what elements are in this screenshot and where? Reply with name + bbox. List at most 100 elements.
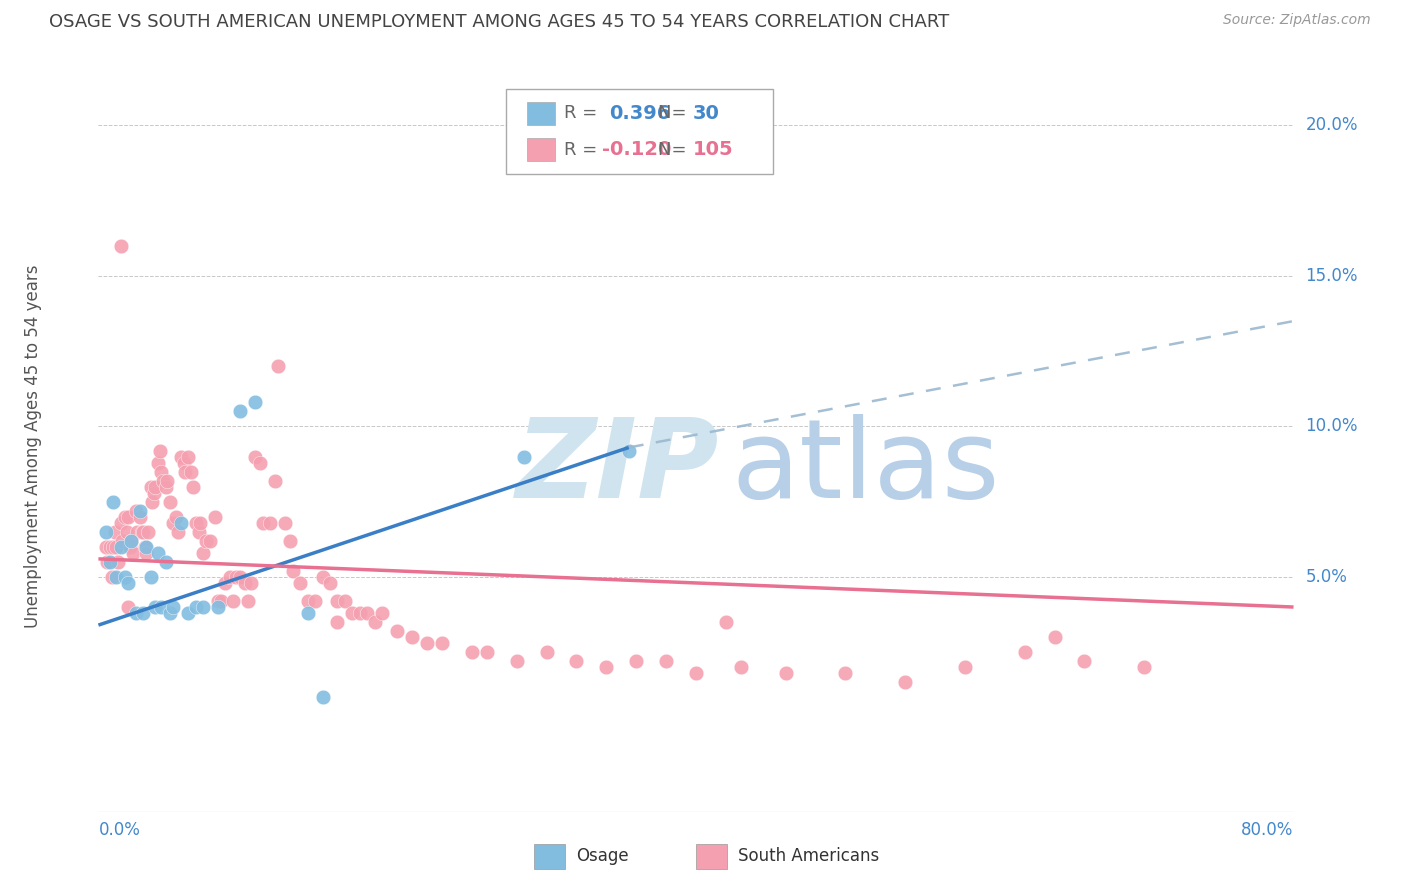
Point [155, 555, 177, 569]
Point [156, 474, 179, 488]
Point [506, 654, 529, 668]
Point [105, 540, 128, 554]
Point [150, 600, 173, 615]
Point [263, 474, 285, 488]
Point [236, 594, 259, 608]
Point [135, 540, 157, 554]
Point [229, 570, 252, 584]
Point [148, 456, 170, 470]
Point [132, 606, 155, 620]
Point [148, 546, 170, 560]
Point [1014, 645, 1036, 659]
Point [169, 516, 191, 530]
Point [173, 456, 195, 470]
Point [430, 636, 453, 650]
Point [162, 516, 184, 530]
Point [624, 654, 647, 668]
Point [333, 594, 356, 608]
Point [311, 570, 333, 584]
Point [297, 594, 319, 608]
Point [364, 615, 387, 629]
Point [685, 666, 707, 681]
Text: N=: N= [658, 104, 697, 122]
Point [127, 524, 149, 539]
Point [233, 576, 256, 591]
Point [165, 509, 187, 524]
Point [595, 660, 617, 674]
Point [219, 570, 242, 584]
Text: South Americans: South Americans [738, 847, 879, 865]
Text: 0.0%: 0.0% [98, 821, 141, 838]
Point [174, 465, 197, 479]
Text: 20.0%: 20.0% [1306, 117, 1358, 135]
Point [513, 450, 536, 464]
Point [565, 654, 588, 668]
Point [1043, 630, 1066, 644]
Text: Source: ZipAtlas.com: Source: ZipAtlas.com [1223, 13, 1371, 28]
Point [416, 636, 439, 650]
Point [94, 540, 117, 554]
Point [326, 594, 349, 608]
Point [245, 450, 267, 464]
Text: ZIP: ZIP [516, 415, 720, 522]
Point [222, 594, 245, 608]
Point [114, 509, 136, 524]
Point [184, 600, 207, 615]
Point [135, 546, 157, 560]
Point [98, 555, 122, 569]
Point [475, 645, 498, 659]
Point [267, 359, 290, 374]
Point [274, 516, 297, 530]
Point [200, 533, 222, 548]
Point [98, 540, 122, 554]
Point [245, 395, 267, 409]
Point [104, 524, 127, 539]
Point [177, 450, 200, 464]
Point [229, 404, 252, 418]
Point [103, 540, 125, 554]
Text: atlas: atlas [733, 415, 1000, 522]
Point [191, 600, 214, 615]
Point [114, 570, 136, 584]
Point [118, 540, 141, 554]
Point [311, 690, 333, 705]
Point [177, 606, 200, 620]
Text: 30: 30 [693, 103, 720, 123]
Point [714, 615, 737, 629]
Text: 0.396: 0.396 [609, 103, 671, 123]
Point [184, 516, 207, 530]
Point [1073, 654, 1095, 668]
Point [141, 494, 163, 508]
Point [101, 570, 124, 584]
Text: -0.120: -0.120 [602, 140, 671, 160]
Point [159, 494, 181, 508]
Point [894, 675, 917, 690]
Point [115, 524, 138, 539]
Point [326, 615, 349, 629]
Point [110, 516, 132, 530]
Point [252, 516, 274, 530]
Point [96, 555, 118, 569]
Point [131, 524, 153, 539]
Point [209, 594, 232, 608]
Point [342, 606, 364, 620]
Point [288, 576, 311, 591]
Point [319, 576, 342, 591]
Point [385, 624, 409, 639]
Point [169, 450, 191, 464]
Point [121, 546, 143, 560]
Text: N=: N= [658, 141, 697, 159]
Point [139, 570, 162, 584]
Point [110, 239, 132, 253]
Point [129, 504, 152, 518]
Text: 105: 105 [693, 140, 734, 160]
Point [136, 524, 159, 539]
Point [142, 485, 165, 500]
Point [834, 666, 856, 681]
Point [1133, 660, 1156, 674]
Point [149, 443, 172, 458]
Point [204, 509, 226, 524]
Point [117, 600, 139, 615]
Point [103, 494, 125, 508]
Text: 80.0%: 80.0% [1241, 821, 1294, 838]
